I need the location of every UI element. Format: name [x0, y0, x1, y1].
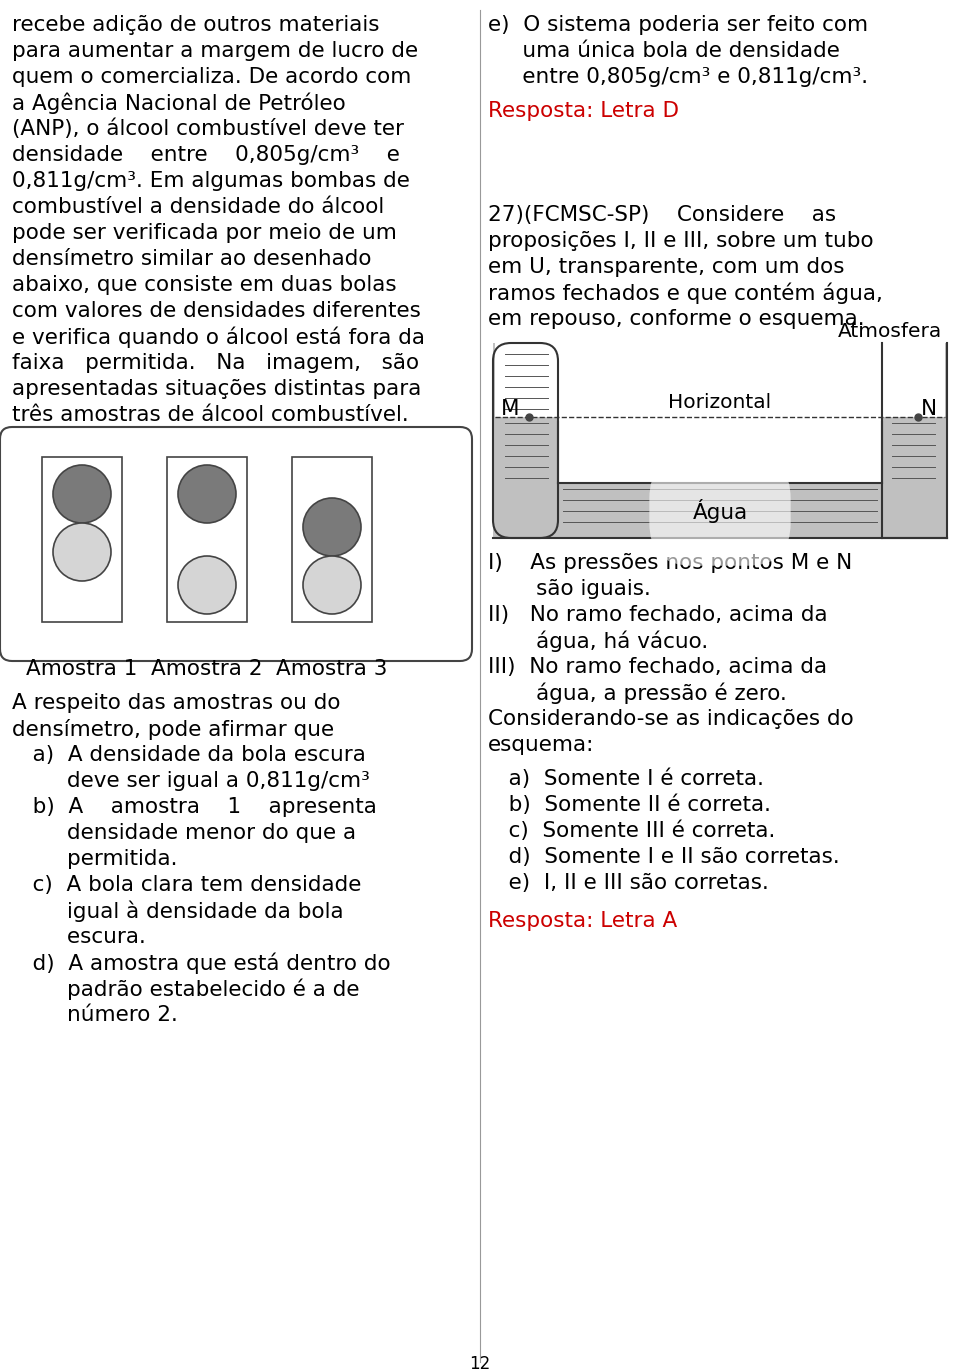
- Text: 0,811g/cm³. Em algumas bombas de: 0,811g/cm³. Em algumas bombas de: [12, 172, 410, 191]
- Text: Horizontal: Horizontal: [668, 394, 772, 412]
- Text: 12: 12: [469, 1356, 491, 1372]
- Text: densímetro, pode afirmar que: densímetro, pode afirmar que: [12, 719, 334, 740]
- Bar: [495, 343, 558, 417]
- Text: esquema:: esquema:: [488, 735, 594, 755]
- Bar: [493, 343, 947, 538]
- FancyBboxPatch shape: [0, 427, 472, 661]
- Text: densímetro similar ao desenhado: densímetro similar ao desenhado: [12, 248, 372, 269]
- Circle shape: [53, 523, 111, 580]
- Text: pode ser verificada por meio de um: pode ser verificada por meio de um: [12, 224, 396, 243]
- Text: c)  Somente III é correta.: c) Somente III é correta.: [488, 820, 776, 841]
- Text: III)  No ramo fechado, acima da: III) No ramo fechado, acima da: [488, 657, 828, 676]
- Text: densidade    entre    0,805g/cm³    e: densidade entre 0,805g/cm³ e: [12, 145, 400, 165]
- Text: Água: Água: [692, 498, 748, 523]
- Text: igual à densidade da bola: igual à densidade da bola: [12, 901, 344, 922]
- Text: deve ser igual a 0,811g/cm³: deve ser igual a 0,811g/cm³: [12, 771, 370, 792]
- Text: para aumentar a margem de lucro de: para aumentar a margem de lucro de: [12, 41, 419, 60]
- Text: Atmosfera: Atmosfera: [838, 322, 942, 342]
- Circle shape: [303, 498, 361, 556]
- Text: proposições I, II e III, sobre um tubo: proposições I, II e III, sobre um tubo: [488, 230, 874, 251]
- Circle shape: [178, 556, 236, 615]
- Text: quem o comercializa. De acordo com: quem o comercializa. De acordo com: [12, 67, 412, 86]
- Text: b)  Somente II é correta.: b) Somente II é correta.: [488, 794, 771, 815]
- Text: água, há vácuo.: água, há vácuo.: [488, 631, 708, 653]
- Text: e verifica quando o álcool está fora da: e verifica quando o álcool está fora da: [12, 327, 425, 348]
- Text: a)  A densidade da bola escura: a) A densidade da bola escura: [12, 745, 366, 766]
- Circle shape: [303, 556, 361, 615]
- Text: I)    As pressões nos pontos M e N: I) As pressões nos pontos M e N: [488, 553, 852, 573]
- Text: escura.: escura.: [12, 927, 146, 947]
- Bar: [882, 343, 945, 417]
- Circle shape: [53, 465, 111, 523]
- Text: Amostra 2: Amostra 2: [152, 659, 263, 679]
- Text: combustível a densidade do álcool: combustível a densidade do álcool: [12, 198, 384, 217]
- Text: c)  A bola clara tem densidade: c) A bola clara tem densidade: [12, 875, 361, 895]
- Text: em U, transparente, com um dos: em U, transparente, com um dos: [488, 257, 845, 277]
- Text: M: M: [501, 399, 519, 418]
- Text: recebe adição de outros materiais: recebe adição de outros materiais: [12, 15, 379, 36]
- Text: número 2.: número 2.: [12, 1006, 178, 1025]
- Text: com valores de densidades diferentes: com valores de densidades diferentes: [12, 300, 420, 321]
- Bar: [558, 343, 882, 483]
- Text: densidade menor do que a: densidade menor do que a: [12, 823, 356, 842]
- Bar: [42, 457, 122, 622]
- Text: padrão estabelecido é a de: padrão estabelecido é a de: [12, 980, 359, 1000]
- Text: abaixo, que consiste em duas bolas: abaixo, que consiste em duas bolas: [12, 274, 396, 295]
- Text: (ANP), o álcool combustível deve ter: (ANP), o álcool combustível deve ter: [12, 119, 404, 140]
- Text: em repouso, conforme o esquema.: em repouso, conforme o esquema.: [488, 309, 865, 329]
- Text: Amostra 1: Amostra 1: [26, 659, 137, 679]
- Text: II)   No ramo fechado, acima da: II) No ramo fechado, acima da: [488, 605, 828, 626]
- Text: permitida.: permitida.: [12, 849, 178, 868]
- Text: 27)(FCMSC-SP)    Considere    as: 27)(FCMSC-SP) Considere as: [488, 204, 836, 225]
- Text: A respeito das amostras ou do: A respeito das amostras ou do: [12, 693, 341, 713]
- Text: três amostras de álcool combustível.: três amostras de álcool combustível.: [12, 405, 409, 425]
- Circle shape: [178, 465, 236, 523]
- Text: Amostra 3: Amostra 3: [276, 659, 388, 679]
- Text: Resposta: Letra D: Resposta: Letra D: [488, 102, 679, 121]
- Text: apresentadas situações distintas para: apresentadas situações distintas para: [12, 379, 421, 399]
- Text: são iguais.: são iguais.: [488, 579, 651, 600]
- Text: a)  Somente I é correta.: a) Somente I é correta.: [488, 768, 764, 789]
- Text: água, a pressão é zero.: água, a pressão é zero.: [488, 683, 787, 704]
- Text: e)  I, II e III são corretas.: e) I, II e III são corretas.: [488, 873, 769, 893]
- Text: e)  O sistema poderia ser feito com: e) O sistema poderia ser feito com: [488, 15, 868, 36]
- Text: Considerando-se as indicações do: Considerando-se as indicações do: [488, 709, 853, 729]
- Text: a Agência Nacional de Petróleo: a Agência Nacional de Petróleo: [12, 93, 346, 114]
- Bar: [167, 457, 247, 622]
- Text: Resposta: Letra A: Resposta: Letra A: [488, 911, 677, 932]
- Text: faixa   permitida.   Na   imagem,   são: faixa permitida. Na imagem, são: [12, 353, 420, 373]
- Bar: [292, 457, 372, 622]
- Text: uma única bola de densidade: uma única bola de densidade: [488, 41, 840, 60]
- Text: N: N: [921, 399, 937, 418]
- Text: d)  A amostra que está dentro do: d) A amostra que está dentro do: [12, 954, 391, 974]
- Text: entre 0,805g/cm³ e 0,811g/cm³.: entre 0,805g/cm³ e 0,811g/cm³.: [488, 67, 868, 86]
- Text: b)  A    amostra    1    apresenta: b) A amostra 1 apresenta: [12, 797, 377, 816]
- Text: ramos fechados e que contém água,: ramos fechados e que contém água,: [488, 283, 883, 305]
- Text: d)  Somente I e II são corretas.: d) Somente I e II são corretas.: [488, 847, 840, 867]
